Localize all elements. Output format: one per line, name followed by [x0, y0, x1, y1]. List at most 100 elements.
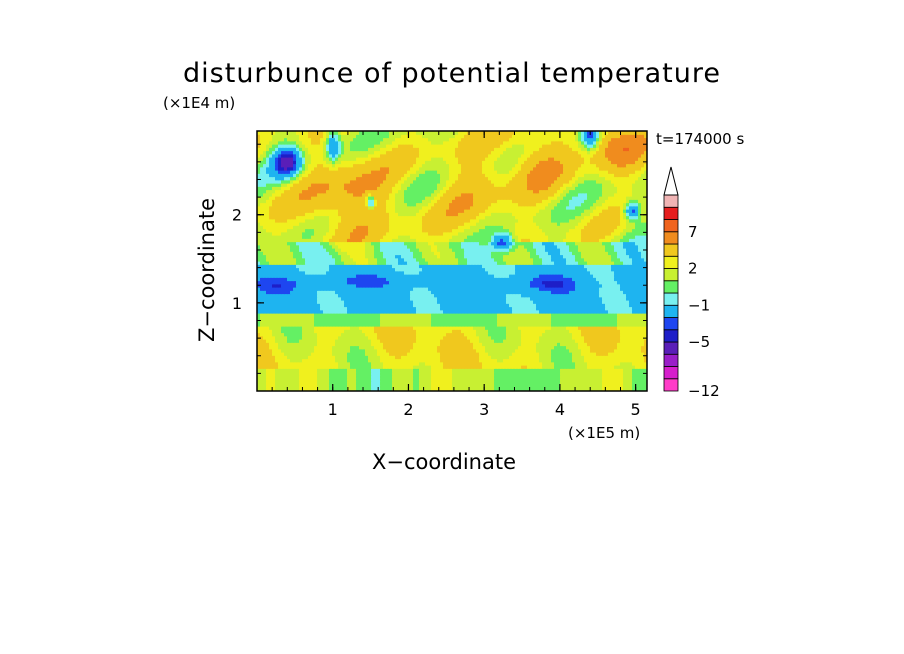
field-cell	[308, 368, 312, 373]
field-cell	[431, 316, 435, 321]
field-cell	[632, 381, 636, 386]
field-cell	[383, 300, 387, 304]
field-cell	[302, 374, 306, 379]
field-cell	[272, 329, 276, 334]
field-cell	[473, 319, 477, 324]
field-cell	[356, 342, 360, 347]
field-cell	[410, 378, 414, 382]
field-cell	[359, 293, 363, 298]
field-cell	[587, 319, 591, 324]
field-cell	[278, 332, 282, 337]
field-cell	[476, 384, 480, 389]
field-cell	[500, 300, 504, 304]
field-cell	[368, 361, 372, 366]
field-cell	[575, 381, 579, 386]
field-cell	[512, 361, 516, 366]
field-cell	[599, 358, 603, 363]
field-cell	[527, 355, 531, 360]
field-cell	[305, 313, 309, 317]
field-cell	[566, 293, 570, 298]
field-cell	[470, 387, 474, 391]
field-cell	[302, 313, 306, 317]
field-cell	[500, 306, 504, 311]
field-cell	[488, 371, 492, 376]
field-cell	[281, 329, 285, 334]
field-cell	[434, 335, 438, 340]
field-cell	[278, 368, 282, 373]
field-cell	[260, 339, 264, 343]
field-cell	[527, 293, 531, 298]
field-cell	[530, 368, 534, 373]
field-cell	[419, 348, 423, 353]
field-cell	[617, 309, 621, 314]
field-cell	[539, 378, 543, 382]
field-cell	[638, 342, 642, 347]
field-cell	[626, 329, 630, 334]
field-cell	[365, 319, 369, 324]
field-cell	[503, 306, 507, 311]
field-cell	[584, 381, 588, 386]
field-cell	[359, 339, 363, 343]
field-cell	[305, 361, 309, 366]
field-cell	[428, 326, 432, 330]
field-cell	[515, 296, 519, 301]
field-cell	[272, 313, 276, 317]
field-cell	[527, 335, 531, 340]
field-cell	[479, 293, 483, 298]
field-cell	[404, 342, 408, 347]
field-cell	[440, 361, 444, 366]
field-cell	[518, 329, 522, 334]
field-cell	[512, 365, 516, 369]
field-cell	[401, 374, 405, 379]
field-cell	[284, 361, 288, 366]
field-cell	[284, 306, 288, 311]
field-cell	[314, 329, 318, 334]
field-cell	[362, 326, 366, 330]
field-cell	[263, 371, 267, 376]
field-cell	[551, 293, 555, 298]
field-cell	[641, 329, 645, 334]
field-cell	[482, 319, 486, 324]
field-cell	[617, 378, 621, 382]
field-cell	[539, 332, 543, 337]
field-cell	[512, 339, 516, 343]
field-cell	[461, 319, 465, 324]
field-cell	[497, 371, 501, 376]
field-cell	[371, 303, 375, 308]
field-cell	[470, 358, 474, 363]
field-cell	[602, 319, 606, 324]
field-cell	[644, 368, 647, 373]
field-cell	[353, 313, 357, 317]
field-cell	[617, 300, 621, 304]
field-cell	[386, 300, 390, 304]
field-cell	[392, 339, 396, 343]
field-cell	[338, 319, 342, 324]
field-cell	[368, 342, 372, 347]
field-cell	[419, 326, 423, 330]
field-cell	[587, 387, 591, 391]
field-cell	[500, 329, 504, 334]
field-cell	[620, 329, 624, 334]
field-cell	[293, 345, 297, 350]
field-cell	[443, 368, 447, 373]
field-cell	[503, 319, 507, 324]
field-cell	[401, 319, 405, 324]
field-cell	[335, 309, 339, 314]
field-cell	[275, 329, 279, 334]
field-cell	[596, 358, 600, 363]
field-cell	[284, 303, 288, 308]
field-cell	[521, 306, 525, 311]
field-cell	[599, 384, 603, 389]
field-cell	[299, 322, 303, 327]
field-cell	[260, 342, 264, 347]
field-cell	[419, 293, 423, 298]
field-cell	[440, 348, 444, 353]
field-cell	[449, 339, 453, 343]
field-cell	[308, 381, 312, 386]
field-cell	[281, 303, 285, 308]
field-cell	[569, 332, 573, 337]
field-cell	[473, 293, 477, 298]
field-cell	[311, 345, 315, 350]
field-cell	[386, 309, 390, 314]
field-cell	[464, 319, 468, 324]
